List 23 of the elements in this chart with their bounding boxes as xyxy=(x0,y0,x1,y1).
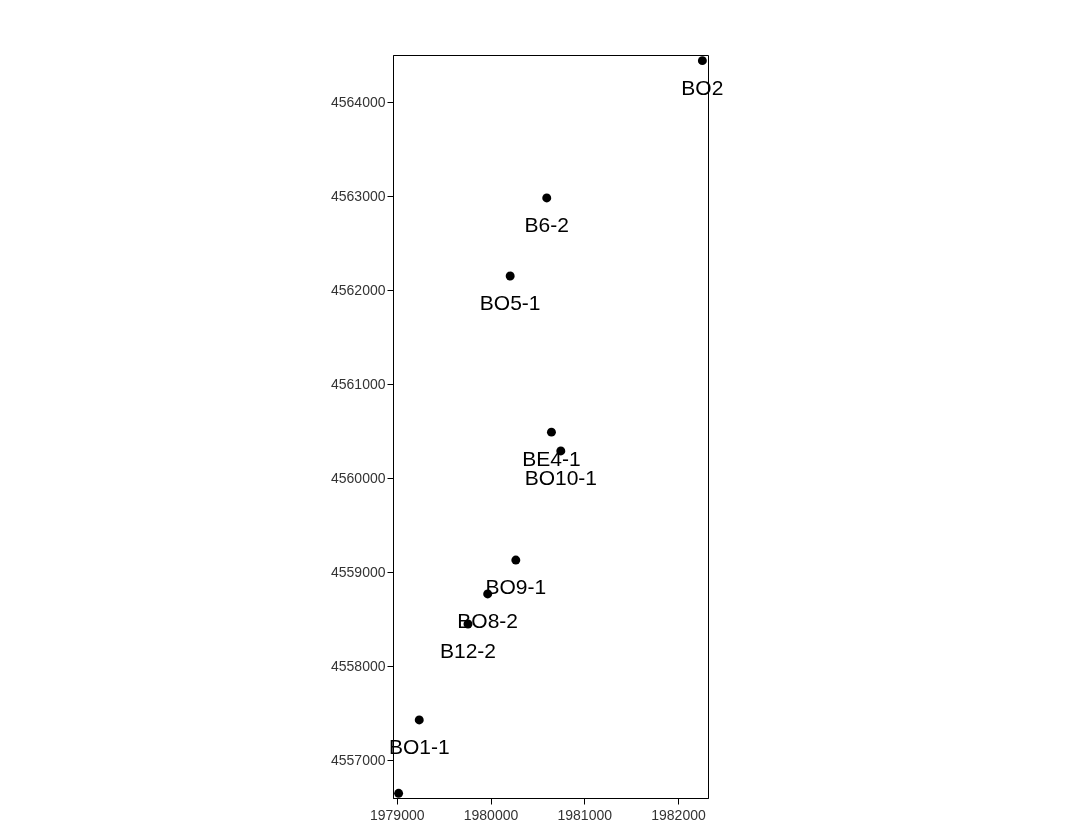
data-label: B6-2 xyxy=(524,212,569,236)
x-tick-label: 1982000 xyxy=(651,806,706,823)
x-tick-label: 1980000 xyxy=(463,806,519,823)
point xyxy=(394,788,404,798)
x-tick-label: 1981000 xyxy=(557,806,613,823)
y-tick-label: 4562000 xyxy=(330,281,386,298)
point xyxy=(505,271,515,281)
point xyxy=(546,427,556,437)
data-label: BO9-1 xyxy=(485,575,547,599)
y-tick-label: 4563000 xyxy=(330,187,386,204)
y-tick-label: 4560000 xyxy=(330,469,386,486)
y-tick-label: 4558000 xyxy=(330,657,386,674)
point xyxy=(697,56,707,66)
y-tick-label: 4559000 xyxy=(330,563,386,580)
point xyxy=(414,715,424,725)
x-tick-label: 1979000 xyxy=(369,806,425,823)
data-label: BO5-1 xyxy=(479,291,541,315)
data-label: B12-2 xyxy=(439,639,497,663)
y-tick-label: 4564000 xyxy=(330,93,386,110)
point xyxy=(511,555,521,565)
y-tick-label: 4557000 xyxy=(330,751,386,768)
point xyxy=(542,193,552,203)
y-tick-label: 4561000 xyxy=(330,375,386,392)
